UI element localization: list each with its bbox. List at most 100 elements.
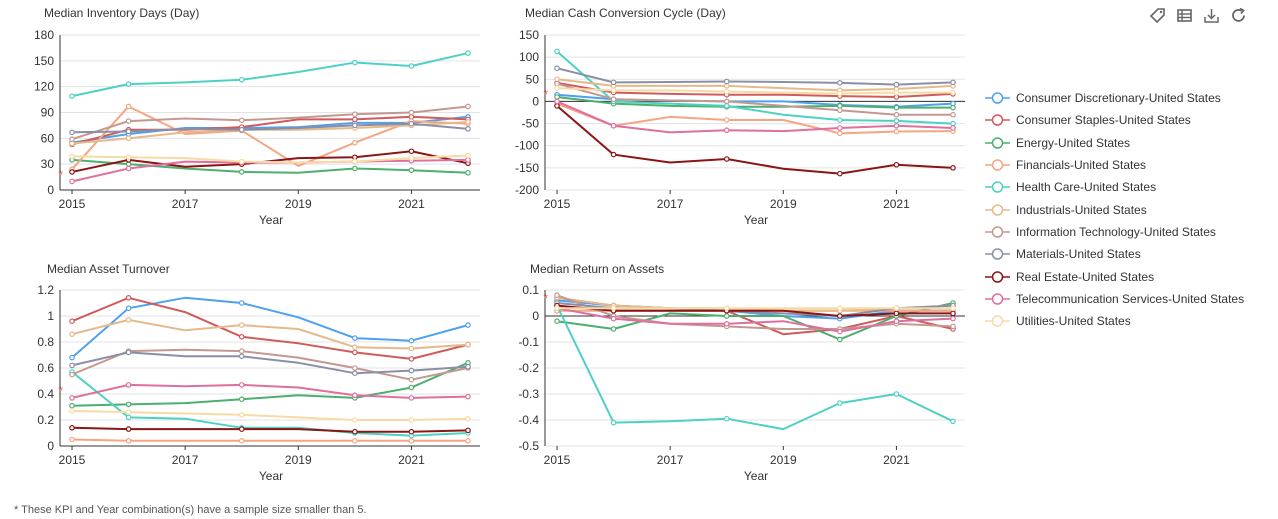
- legend-item[interactable]: Real Estate-United States: [985, 265, 1244, 287]
- data-point: [408, 337, 415, 344]
- data-point: [950, 310, 956, 317]
- series-line: [71, 318, 469, 350]
- data-point: [893, 318, 900, 325]
- data-point: [723, 117, 730, 123]
- data-point: [610, 305, 617, 312]
- data-point: [238, 353, 245, 360]
- sample-size-asterisk: *: [58, 168, 63, 182]
- data-point: [610, 305, 617, 312]
- data-point: [408, 345, 415, 352]
- data-point: [352, 116, 358, 123]
- legend-item[interactable]: Materials-United States: [985, 243, 1244, 265]
- data-point: [352, 111, 358, 118]
- data-point: [950, 89, 956, 96]
- data-point: [723, 103, 730, 110]
- data-point: [465, 341, 471, 348]
- data-point: [950, 323, 956, 330]
- table-icon[interactable]: [1175, 6, 1194, 25]
- data-point: [893, 307, 900, 314]
- data-point: [723, 307, 730, 314]
- data-point: [554, 294, 560, 301]
- legend-label: Consumer Staples-United States: [1016, 113, 1191, 128]
- legend-label: Consumer Discretionary-United States: [1016, 91, 1221, 106]
- legend-item[interactable]: Information Technology-United States: [985, 221, 1244, 243]
- data-point: [950, 111, 956, 118]
- data-point: [610, 79, 617, 86]
- data-point: [238, 158, 245, 165]
- data-point: [352, 370, 358, 377]
- data-point: [238, 300, 245, 306]
- data-point: [837, 93, 843, 99]
- data-point: [950, 307, 956, 314]
- legend-item[interactable]: Financials-United States: [985, 154, 1244, 176]
- data-point: [837, 305, 843, 312]
- legend-swatch: [985, 181, 1010, 194]
- data-point: [950, 83, 956, 89]
- data-point: [554, 294, 560, 301]
- data-point: [125, 414, 132, 421]
- series-line: [556, 82, 953, 116]
- sample-size-asterisk: *: [58, 384, 63, 398]
- data-point: [125, 165, 132, 172]
- legend-item[interactable]: Utilities-United States: [985, 310, 1244, 332]
- legend-label: Information Technology-United States: [1016, 224, 1216, 239]
- x-tick-label: 2021: [883, 197, 910, 211]
- chart-title: Median Inventory Days (Day): [44, 6, 200, 20]
- legend-swatch: [985, 226, 1010, 238]
- legend-item[interactable]: Energy-United States: [985, 132, 1244, 154]
- data-point: [69, 178, 75, 185]
- data-point: [893, 122, 900, 129]
- data-point: [950, 307, 956, 314]
- legend-item[interactable]: Health Care-United States: [985, 176, 1244, 198]
- tag-icon[interactable]: [1148, 6, 1167, 25]
- data-point: [352, 365, 358, 371]
- data-point: [950, 315, 956, 322]
- refresh-icon[interactable]: [1229, 6, 1248, 25]
- download-icon[interactable]: [1202, 6, 1221, 25]
- data-point: [610, 302, 617, 309]
- data-point: [69, 369, 75, 375]
- data-point: [610, 96, 617, 103]
- data-point: [69, 318, 75, 325]
- y-tick-label: -50: [522, 117, 540, 131]
- legend-swatch: [985, 203, 1010, 216]
- data-point: [125, 305, 132, 312]
- data-point: [950, 125, 956, 131]
- data-point: [465, 427, 471, 434]
- y-tick-label: 0.2: [37, 413, 54, 427]
- data-point: [69, 436, 75, 443]
- data-point: [352, 158, 358, 165]
- legend-label: Materials-United States: [1016, 247, 1141, 262]
- series-line: [71, 122, 469, 134]
- y-tick-label: 0: [532, 309, 539, 323]
- chart-title: Median Asset Turnover: [47, 262, 170, 276]
- x-tick-label: 2021: [883, 453, 910, 467]
- data-point: [125, 81, 132, 87]
- data-point: [352, 430, 358, 436]
- data-point: [408, 395, 415, 401]
- y-tick-label: 0.6: [37, 361, 54, 375]
- data-point: [465, 341, 471, 348]
- data-point: [723, 415, 730, 422]
- data-point: [238, 437, 245, 444]
- data-point: [465, 103, 471, 110]
- chart-title: Median Return on Assets: [530, 262, 665, 276]
- data-point: [610, 100, 617, 107]
- data-point: [554, 98, 560, 105]
- x-tick-label: 2017: [172, 197, 199, 211]
- data-point: [723, 305, 730, 312]
- data-point: [238, 126, 245, 133]
- legend-item[interactable]: Telecommunication Services-United States: [985, 288, 1244, 310]
- data-point: [408, 384, 415, 391]
- legend-swatch: [985, 136, 1010, 149]
- legend-item[interactable]: Industrials-United States: [985, 198, 1244, 220]
- legend-item[interactable]: Consumer Discretionary-United States: [985, 87, 1244, 109]
- y-tick-label: -0.4: [518, 413, 539, 427]
- sample-size-footnote: * These KPI and Year combination(s) have…: [14, 504, 367, 516]
- data-point: [837, 326, 843, 332]
- legend-item[interactable]: Consumer Staples-United States: [985, 109, 1244, 131]
- data-point: [893, 104, 900, 111]
- data-point: [610, 89, 617, 96]
- data-point: [238, 411, 245, 418]
- series-line: [556, 67, 954, 86]
